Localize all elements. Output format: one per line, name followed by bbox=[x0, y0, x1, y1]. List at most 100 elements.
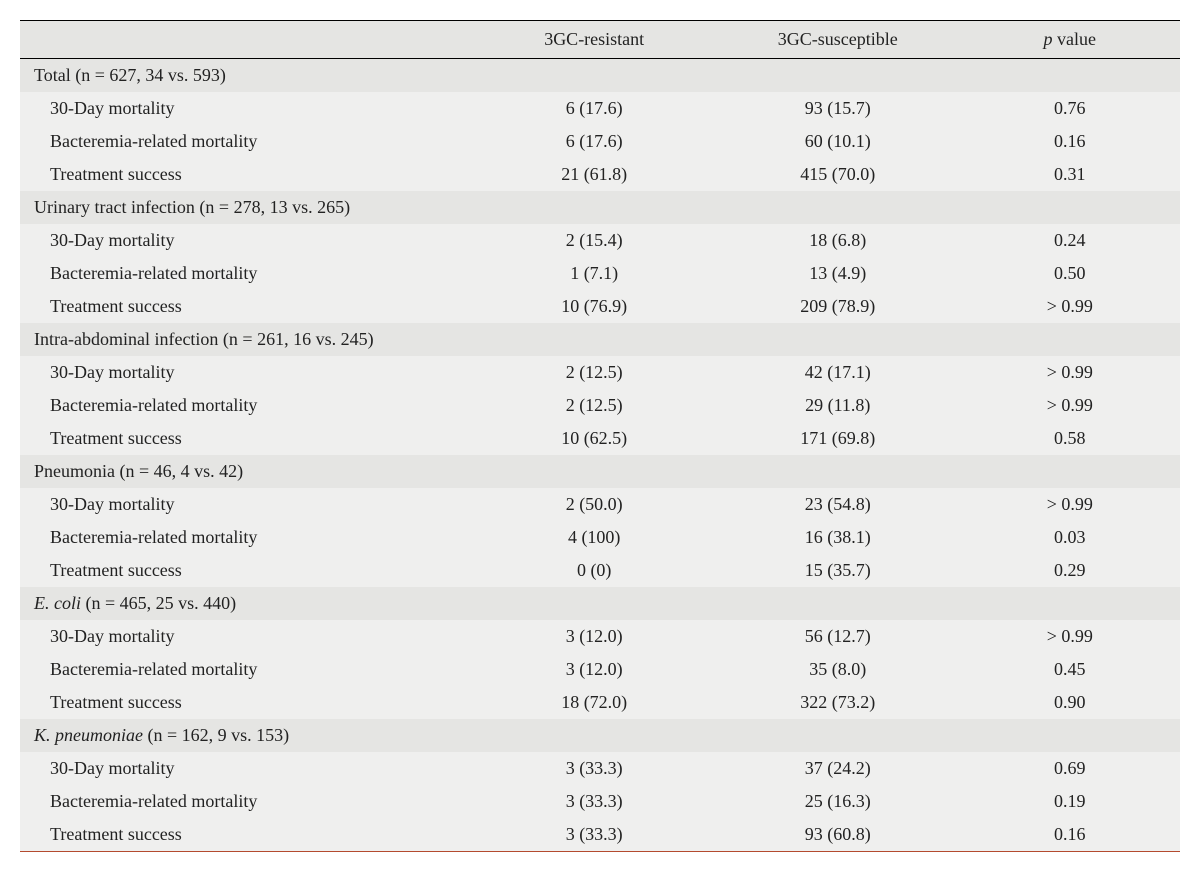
cell-pvalue: 0.03 bbox=[960, 521, 1180, 554]
group-title-suffix: (n = 465, 25 vs. 440) bbox=[81, 593, 236, 613]
col-header-pvalue-italic: p bbox=[1044, 29, 1053, 49]
cell-pvalue: > 0.99 bbox=[960, 389, 1180, 422]
table-group-row: E. coli (n = 465, 25 vs. 440) bbox=[20, 587, 1180, 620]
table-row: Treatment success0 (0)15 (35.7)0.29 bbox=[20, 554, 1180, 587]
table-row: Treatment success3 (33.3)93 (60.8)0.16 bbox=[20, 818, 1180, 852]
cell-susceptible: 415 (70.0) bbox=[716, 158, 960, 191]
cell-pvalue: 0.45 bbox=[960, 653, 1180, 686]
cell-resistant: 6 (17.6) bbox=[472, 125, 716, 158]
cell-susceptible: 15 (35.7) bbox=[716, 554, 960, 587]
table-row: Bacteremia-related mortality2 (12.5)29 (… bbox=[20, 389, 1180, 422]
table-group-row: K. pneumoniae (n = 162, 9 vs. 153) bbox=[20, 719, 1180, 752]
table-group-row: Total (n = 627, 34 vs. 593) bbox=[20, 59, 1180, 93]
group-title: Total (n = 627, 34 vs. 593) bbox=[20, 59, 1180, 93]
col-header-susceptible: 3GC-susceptible bbox=[716, 21, 960, 59]
row-label: Treatment success bbox=[20, 686, 472, 719]
cell-susceptible: 25 (16.3) bbox=[716, 785, 960, 818]
cell-susceptible: 322 (73.2) bbox=[716, 686, 960, 719]
cell-susceptible: 42 (17.1) bbox=[716, 356, 960, 389]
cell-resistant: 2 (12.5) bbox=[472, 356, 716, 389]
table-row: 30-Day mortality2 (15.4)18 (6.8)0.24 bbox=[20, 224, 1180, 257]
cell-susceptible: 16 (38.1) bbox=[716, 521, 960, 554]
cell-susceptible: 18 (6.8) bbox=[716, 224, 960, 257]
cell-pvalue: 0.69 bbox=[960, 752, 1180, 785]
cell-pvalue: 0.76 bbox=[960, 92, 1180, 125]
group-title-italic: K. pneumoniae bbox=[34, 725, 143, 745]
row-label: Treatment success bbox=[20, 554, 472, 587]
cell-resistant: 0 (0) bbox=[472, 554, 716, 587]
table-row: Bacteremia-related mortality4 (100)16 (3… bbox=[20, 521, 1180, 554]
cell-resistant: 18 (72.0) bbox=[472, 686, 716, 719]
table-row: 30-Day mortality2 (50.0)23 (54.8)> 0.99 bbox=[20, 488, 1180, 521]
cell-susceptible: 93 (15.7) bbox=[716, 92, 960, 125]
row-label: Bacteremia-related mortality bbox=[20, 125, 472, 158]
cell-pvalue: > 0.99 bbox=[960, 488, 1180, 521]
cell-resistant: 10 (62.5) bbox=[472, 422, 716, 455]
cell-susceptible: 56 (12.7) bbox=[716, 620, 960, 653]
row-label: 30-Day mortality bbox=[20, 752, 472, 785]
row-label: 30-Day mortality bbox=[20, 92, 472, 125]
table-row: Treatment success21 (61.8)415 (70.0)0.31 bbox=[20, 158, 1180, 191]
table-row: 30-Day mortality3 (12.0)56 (12.7)> 0.99 bbox=[20, 620, 1180, 653]
cell-susceptible: 93 (60.8) bbox=[716, 818, 960, 852]
cell-resistant: 3 (12.0) bbox=[472, 620, 716, 653]
cell-resistant: 2 (12.5) bbox=[472, 389, 716, 422]
table-header-row: 3GC-resistant 3GC-susceptible p value bbox=[20, 21, 1180, 59]
cell-susceptible: 29 (11.8) bbox=[716, 389, 960, 422]
col-header-blank bbox=[20, 21, 472, 59]
group-title-suffix: (n = 162, 9 vs. 153) bbox=[143, 725, 289, 745]
cell-susceptible: 13 (4.9) bbox=[716, 257, 960, 290]
row-label: Treatment success bbox=[20, 422, 472, 455]
cell-pvalue: 0.50 bbox=[960, 257, 1180, 290]
table-row: 30-Day mortality6 (17.6)93 (15.7)0.76 bbox=[20, 92, 1180, 125]
row-label: 30-Day mortality bbox=[20, 224, 472, 257]
cell-susceptible: 171 (69.8) bbox=[716, 422, 960, 455]
cell-pvalue: 0.16 bbox=[960, 818, 1180, 852]
row-label: 30-Day mortality bbox=[20, 620, 472, 653]
group-title: K. pneumoniae (n = 162, 9 vs. 153) bbox=[20, 719, 1180, 752]
cell-resistant: 4 (100) bbox=[472, 521, 716, 554]
col-header-pvalue: p value bbox=[960, 21, 1180, 59]
cell-resistant: 10 (76.9) bbox=[472, 290, 716, 323]
row-label: Treatment success bbox=[20, 290, 472, 323]
table-row: Treatment success18 (72.0)322 (73.2)0.90 bbox=[20, 686, 1180, 719]
table-row: Treatment success10 (76.9)209 (78.9)> 0.… bbox=[20, 290, 1180, 323]
cell-susceptible: 60 (10.1) bbox=[716, 125, 960, 158]
cell-pvalue: > 0.99 bbox=[960, 356, 1180, 389]
table-row: Bacteremia-related mortality3 (33.3)25 (… bbox=[20, 785, 1180, 818]
cell-resistant: 21 (61.8) bbox=[472, 158, 716, 191]
group-title: E. coli (n = 465, 25 vs. 440) bbox=[20, 587, 1180, 620]
cell-resistant: 3 (33.3) bbox=[472, 818, 716, 852]
table-row: 30-Day mortality3 (33.3)37 (24.2)0.69 bbox=[20, 752, 1180, 785]
outcomes-table: 3GC-resistant 3GC-susceptible p value To… bbox=[20, 20, 1180, 852]
col-header-pvalue-text: value bbox=[1053, 29, 1096, 49]
table-row: Bacteremia-related mortality6 (17.6)60 (… bbox=[20, 125, 1180, 158]
cell-susceptible: 35 (8.0) bbox=[716, 653, 960, 686]
group-title: Pneumonia (n = 46, 4 vs. 42) bbox=[20, 455, 1180, 488]
row-label: Bacteremia-related mortality bbox=[20, 785, 472, 818]
cell-susceptible: 23 (54.8) bbox=[716, 488, 960, 521]
table-group-row: Urinary tract infection (n = 278, 13 vs.… bbox=[20, 191, 1180, 224]
row-label: Treatment success bbox=[20, 158, 472, 191]
row-label: 30-Day mortality bbox=[20, 356, 472, 389]
group-title-italic: E. coli bbox=[34, 593, 81, 613]
cell-pvalue: 0.16 bbox=[960, 125, 1180, 158]
cell-resistant: 2 (15.4) bbox=[472, 224, 716, 257]
cell-pvalue: 0.58 bbox=[960, 422, 1180, 455]
table-group-row: Pneumonia (n = 46, 4 vs. 42) bbox=[20, 455, 1180, 488]
cell-resistant: 2 (50.0) bbox=[472, 488, 716, 521]
group-title: Urinary tract infection (n = 278, 13 vs.… bbox=[20, 191, 1180, 224]
cell-pvalue: > 0.99 bbox=[960, 620, 1180, 653]
table-body: Total (n = 627, 34 vs. 593)30-Day mortal… bbox=[20, 59, 1180, 852]
row-label: Bacteremia-related mortality bbox=[20, 521, 472, 554]
outcomes-table-container: 3GC-resistant 3GC-susceptible p value To… bbox=[20, 20, 1180, 852]
table-group-row: Intra-abdominal infection (n = 261, 16 v… bbox=[20, 323, 1180, 356]
cell-resistant: 3 (12.0) bbox=[472, 653, 716, 686]
cell-pvalue: 0.24 bbox=[960, 224, 1180, 257]
row-label: Bacteremia-related mortality bbox=[20, 653, 472, 686]
cell-pvalue: > 0.99 bbox=[960, 290, 1180, 323]
row-label: 30-Day mortality bbox=[20, 488, 472, 521]
table-row: 30-Day mortality2 (12.5)42 (17.1)> 0.99 bbox=[20, 356, 1180, 389]
cell-resistant: 3 (33.3) bbox=[472, 785, 716, 818]
cell-resistant: 1 (7.1) bbox=[472, 257, 716, 290]
